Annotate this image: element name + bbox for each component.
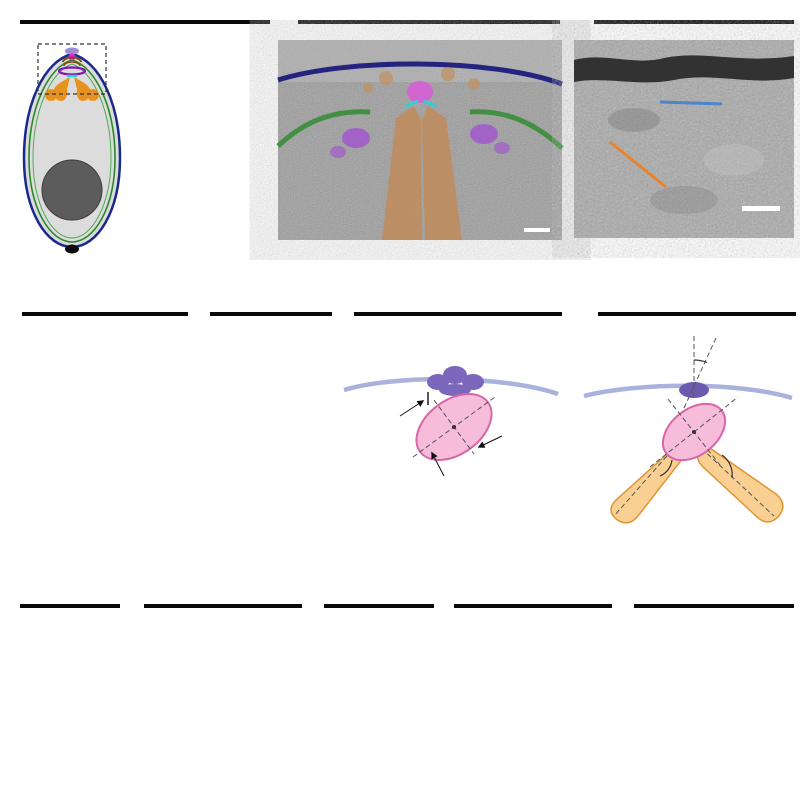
ppm-overlay — [277, 61, 563, 87]
panel-a-title-bar — [20, 20, 270, 24]
av-center-dot — [692, 430, 696, 434]
rhoptry-shape — [53, 77, 70, 101]
rhoptry-angles-diagram — [583, 336, 793, 524]
vesicle-density — [468, 78, 480, 90]
panel-l-chart — [618, 608, 800, 758]
panel-k-title-bar — [454, 604, 612, 608]
imc-overlay-right — [469, 109, 564, 150]
panel-a — [4, 6, 274, 294]
scale-bar — [742, 206, 780, 211]
em-density — [650, 186, 718, 214]
panel-i-title-bar — [144, 604, 302, 608]
imc-outline — [28, 59, 116, 243]
psi-angle-arc — [693, 359, 708, 364]
imc-outline-inner — [32, 63, 112, 239]
preconoidal-rings-shape — [63, 61, 81, 67]
rsa-overlay — [330, 146, 346, 158]
av-geometry-diagram — [343, 366, 559, 477]
vesicle-density — [379, 71, 393, 85]
panel-g-title-bar — [598, 312, 796, 316]
em-density — [608, 108, 660, 132]
scale-bar — [524, 228, 550, 232]
em-density — [704, 144, 764, 176]
rhoptry-tip-density-overlay — [423, 99, 437, 108]
rhoptry-overlay-left — [382, 106, 422, 240]
rsa-overlay — [494, 142, 510, 154]
panel-b — [276, 6, 566, 294]
rsa-overlay — [342, 128, 370, 148]
rhoptry-2-shape — [696, 443, 784, 523]
panel-l-title-bar — [634, 604, 794, 608]
panel-h — [4, 590, 122, 808]
nucleus — [41, 159, 103, 221]
basal-dot — [65, 244, 79, 254]
psi-axis-dash — [683, 337, 717, 409]
apical-polar-ring-shape — [57, 66, 87, 76]
dense-membrane-band — [574, 55, 794, 83]
rhoptry-shape — [45, 89, 57, 101]
vesicle-density — [441, 67, 455, 81]
rhoptry-shape — [87, 89, 99, 101]
rhoptry-overlay-right — [422, 106, 462, 240]
rsa-cluster — [427, 366, 484, 396]
panel-f-title-bar — [354, 312, 562, 316]
rsa-shape — [65, 47, 79, 55]
panel-g — [580, 298, 796, 566]
tomogram-slice-raw — [574, 40, 794, 238]
theta-rh2-arc — [721, 454, 733, 479]
rhoptry-shape — [74, 77, 91, 101]
panel-e-title-bar — [210, 312, 332, 316]
panel-j-title-bar — [324, 604, 434, 608]
theta-rh1-arc — [659, 459, 673, 477]
panel-c-title-bar — [594, 20, 794, 24]
panel-d — [4, 298, 192, 558]
av-center-dot — [452, 425, 456, 429]
rhoptry-measure-line — [609, 140, 667, 189]
av-overlay — [407, 81, 433, 103]
panel-c — [574, 6, 796, 294]
em-light-band — [278, 40, 562, 82]
panel-l — [618, 590, 796, 808]
avmaj-arrow — [431, 451, 445, 477]
panel-e — [194, 298, 334, 570]
cell-diagram — [22, 43, 122, 254]
avdist-arrow — [399, 400, 425, 417]
panel-h-title-bar — [20, 604, 120, 608]
panel-f — [338, 298, 564, 566]
panel-b-title-bar — [298, 20, 560, 24]
apical-complex — [45, 47, 99, 101]
panel-d-title-bar — [22, 312, 188, 316]
av-measure-line — [659, 100, 723, 106]
panel-k — [438, 590, 614, 808]
preconoidal-rings-shape — [62, 56, 82, 63]
rhoptry-tip-density-overlay — [405, 99, 419, 108]
apical-roi-box — [37, 43, 107, 95]
vesicle-density — [363, 83, 373, 93]
panel-i — [128, 590, 304, 808]
imc-overlay-left — [276, 109, 371, 148]
rsa-blob — [679, 382, 709, 398]
rsa-overlay — [470, 124, 498, 144]
tomogram-slice-annotated — [276, 40, 564, 240]
panel-j — [308, 590, 436, 808]
avmin-arrow — [477, 435, 503, 448]
